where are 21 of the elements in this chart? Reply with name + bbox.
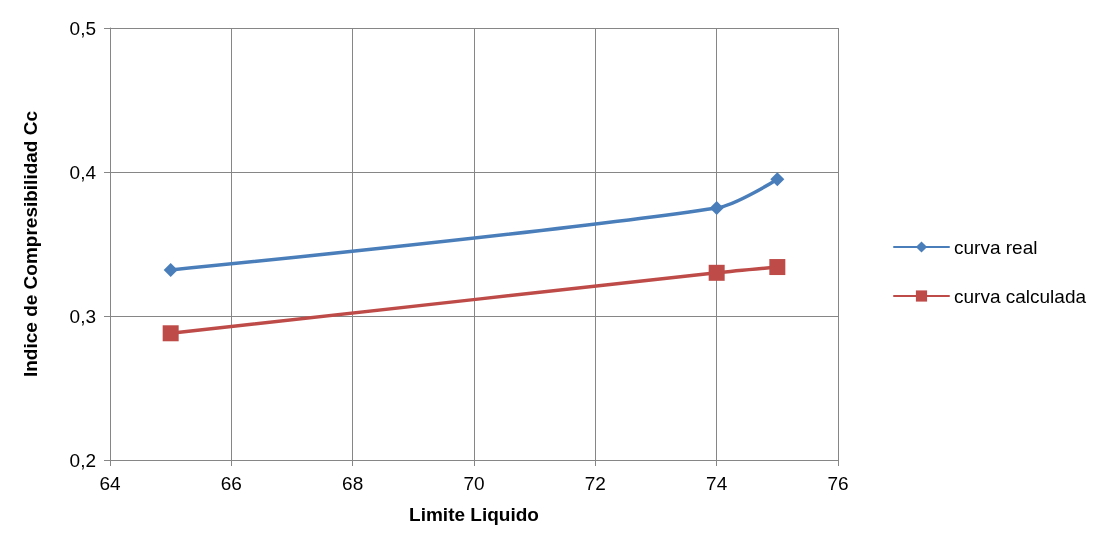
y-axis-title: Indice de Compresibilidad Cc — [20, 110, 41, 378]
y-tick-label: 0,4 — [69, 161, 97, 183]
x-tick-label: 72 — [584, 473, 606, 494]
y-tick-label: 0,3 — [69, 305, 96, 327]
legend-label: curva calculada — [954, 285, 1087, 307]
x-tick-label: 68 — [342, 473, 364, 494]
point — [163, 262, 178, 277]
x-tick-label: 74 — [706, 473, 728, 494]
x-tick-label: 76 — [827, 473, 849, 494]
x-tick-label: 64 — [99, 473, 121, 494]
point — [769, 259, 786, 276]
y-tick-label: 0,2 — [69, 449, 96, 471]
point — [709, 201, 724, 215]
x-tick-label: 66 — [220, 473, 242, 494]
point — [708, 264, 725, 281]
point — [162, 325, 179, 342]
x-tick-label: 70 — [463, 473, 485, 494]
point — [770, 172, 785, 187]
legend-label: curva real — [954, 236, 1038, 258]
x-axis-title: Limite Liquido — [409, 504, 539, 525]
y-tick-label: 0,5 — [69, 17, 96, 39]
